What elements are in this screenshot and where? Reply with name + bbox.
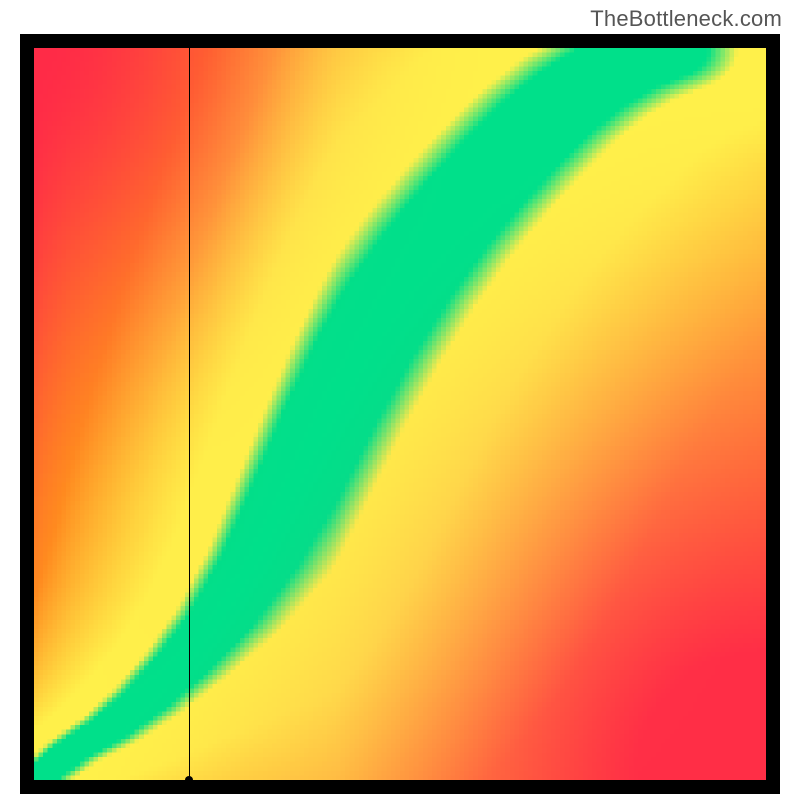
chart-container: TheBottleneck.com (0, 0, 800, 800)
heatmap-canvas (34, 48, 766, 780)
watermark-text: TheBottleneck.com (590, 6, 782, 32)
plot-frame (20, 34, 780, 794)
plot-inner (34, 48, 766, 780)
crosshair-vertical (189, 48, 190, 780)
crosshair-point (185, 776, 193, 784)
